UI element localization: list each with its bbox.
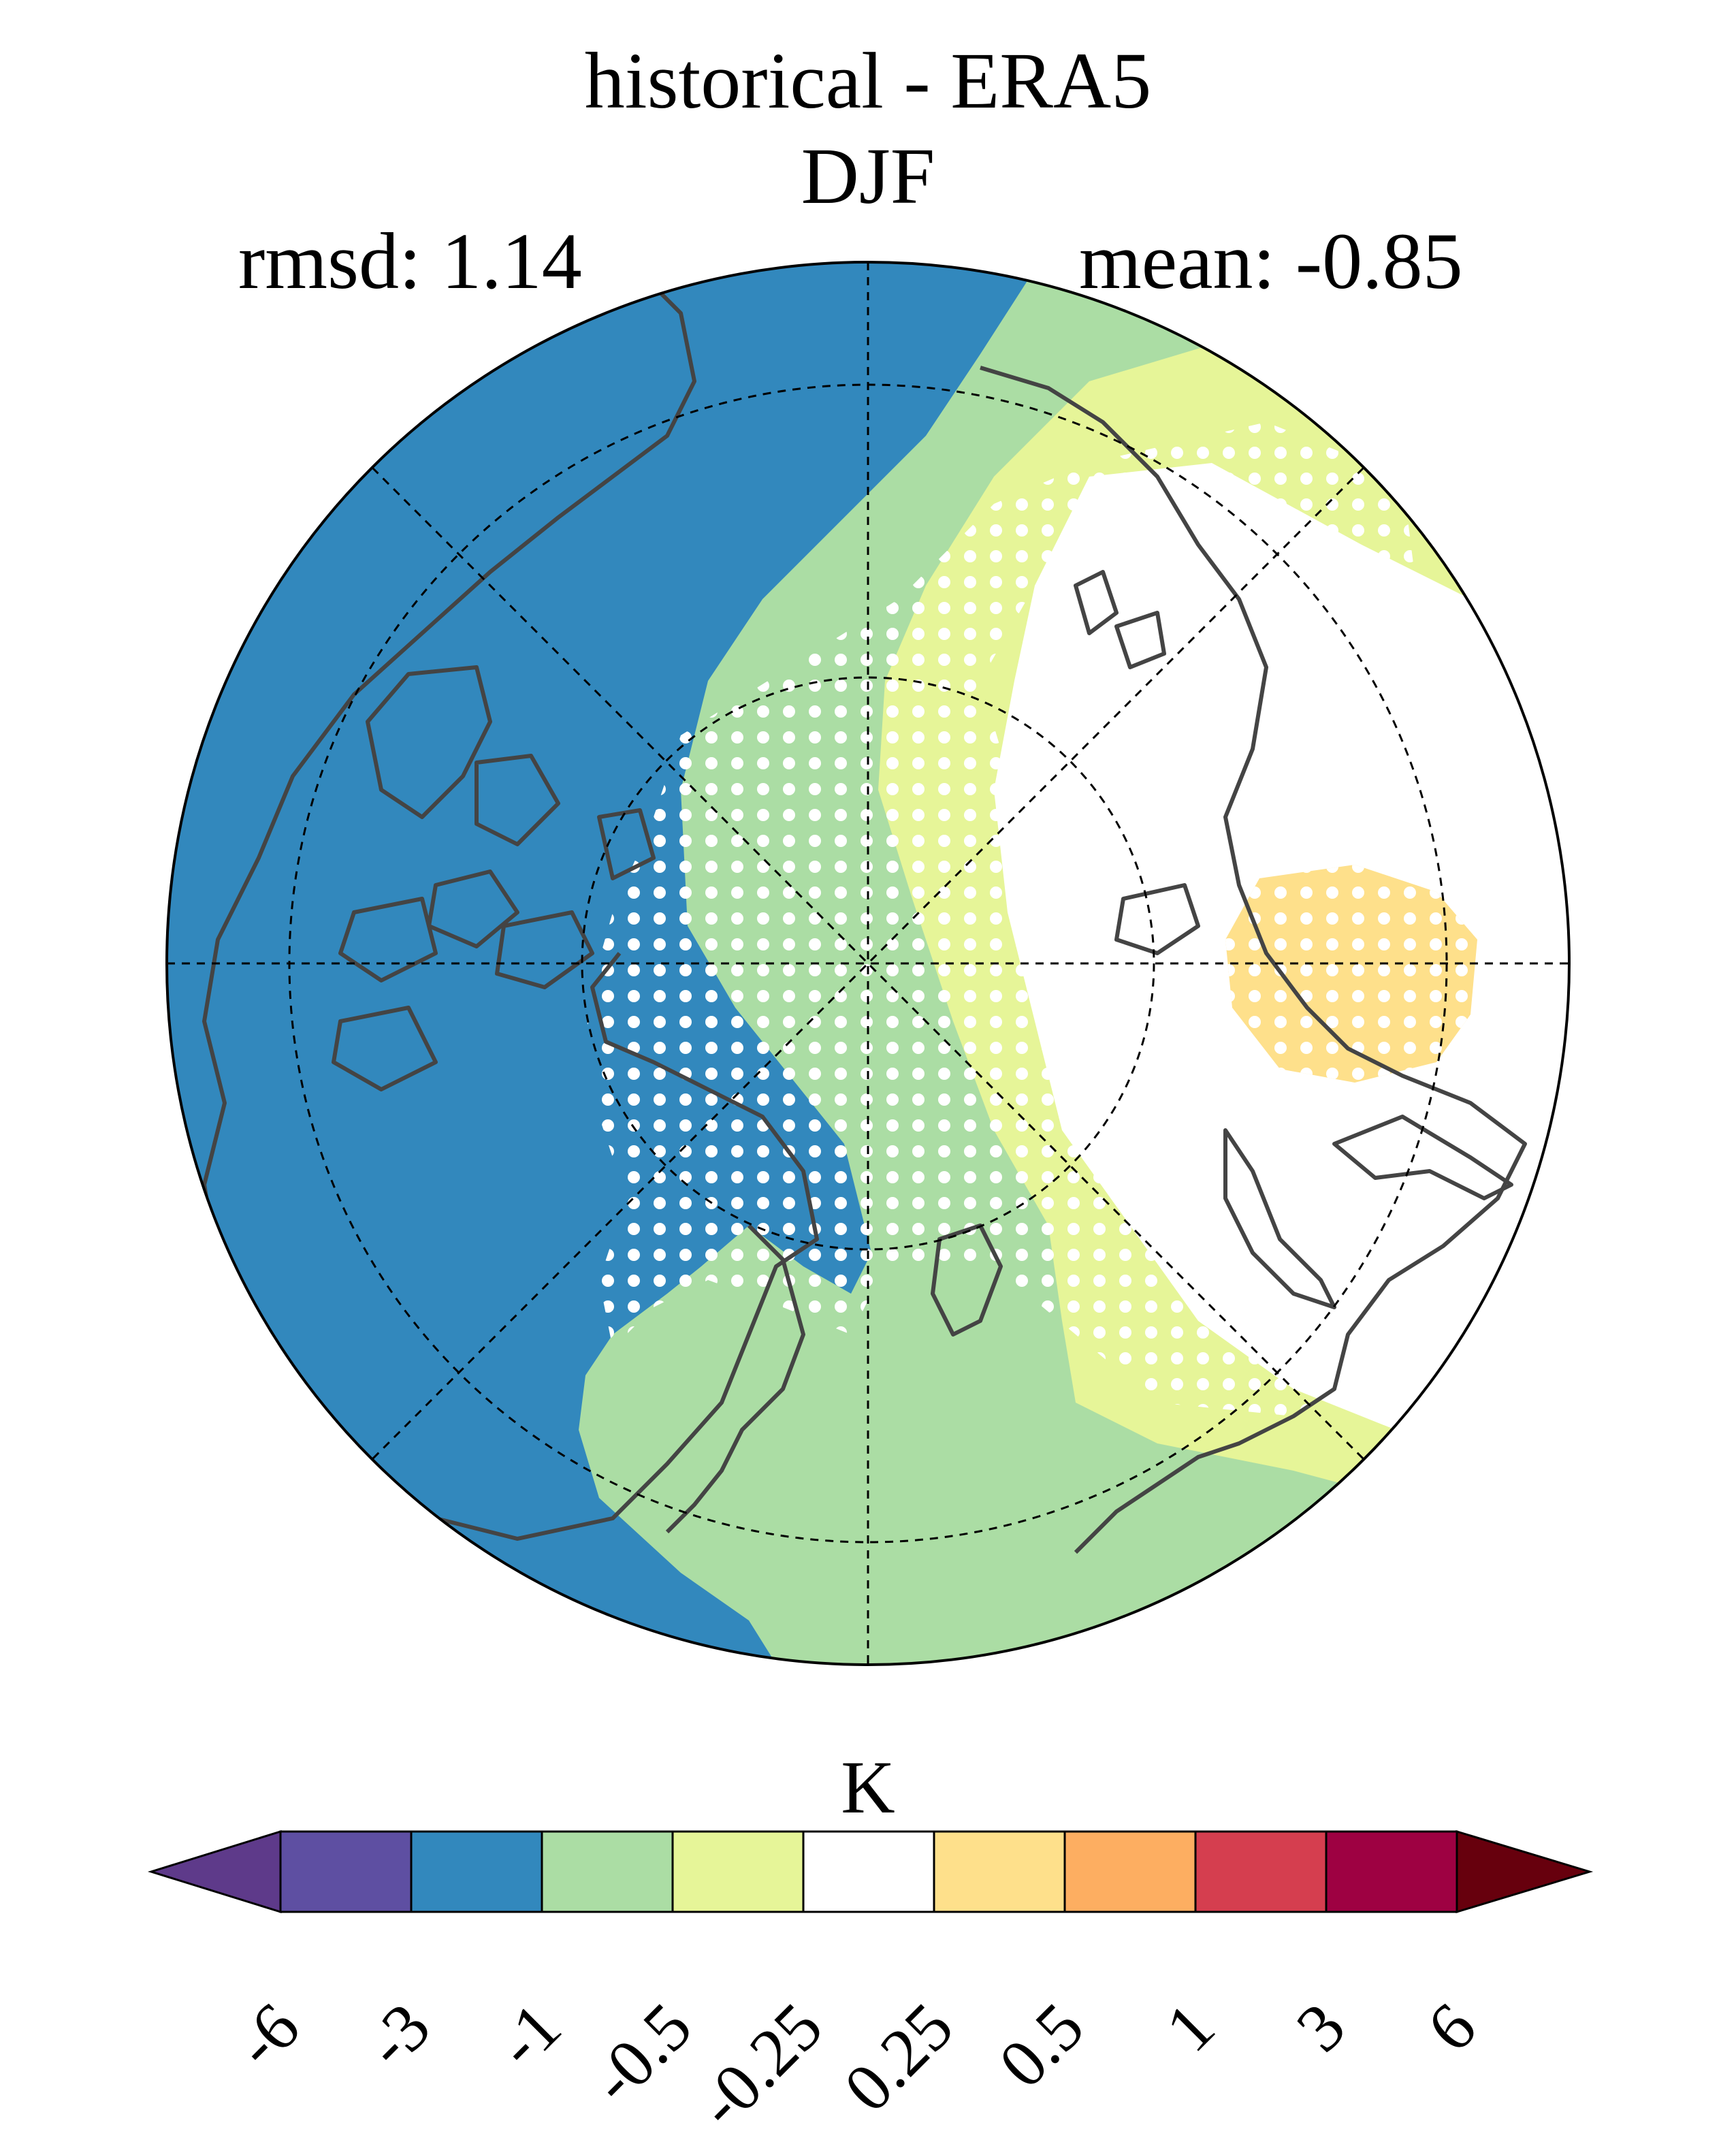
mean-label: mean: -0.85: [1079, 217, 1463, 306]
season-label: DJF: [801, 131, 935, 221]
svalbard-coast: [1114, 883, 1200, 955]
colorbar-segment: [1194, 1830, 1328, 1913]
eurasia-coast: [980, 366, 1527, 1554]
stippled-warm-region: [1225, 865, 1477, 1083]
colorbar-segment: [933, 1830, 1066, 1913]
rmsd-label: rmsd: 1.14: [238, 217, 582, 306]
latitude-circle-inner: [581, 676, 1155, 1251]
colorbar-over-arrow: [1456, 1829, 1594, 1914]
colorbar-segment: [541, 1830, 674, 1913]
novaya-zemlya-coast: [1074, 570, 1166, 669]
arctic-archipelago-coast: [332, 754, 656, 1091]
map-field: [167, 262, 1569, 1665]
baltic-coast: [1332, 1115, 1513, 1200]
colorbar-segment: [410, 1830, 543, 1913]
colorbar-segment: [279, 1830, 413, 1913]
colorbar-under-arrow: [147, 1829, 282, 1914]
stippled-significance: [585, 422, 1416, 1416]
alaska-coast: [665, 1224, 805, 1534]
colorbar-segment: [1325, 1830, 1458, 1913]
colorbar-unit: K: [841, 1746, 895, 1829]
map-boundary: [165, 261, 1571, 1666]
colorbar-segment: [671, 1830, 805, 1913]
plot-title: historical - ERA5: [584, 36, 1152, 125]
graticule: [167, 262, 1569, 1665]
colorbar-segment: [1063, 1830, 1197, 1913]
colorbar-segment: [802, 1830, 935, 1913]
greenland-coast: [366, 665, 492, 819]
colorbar: [147, 1829, 1594, 1914]
